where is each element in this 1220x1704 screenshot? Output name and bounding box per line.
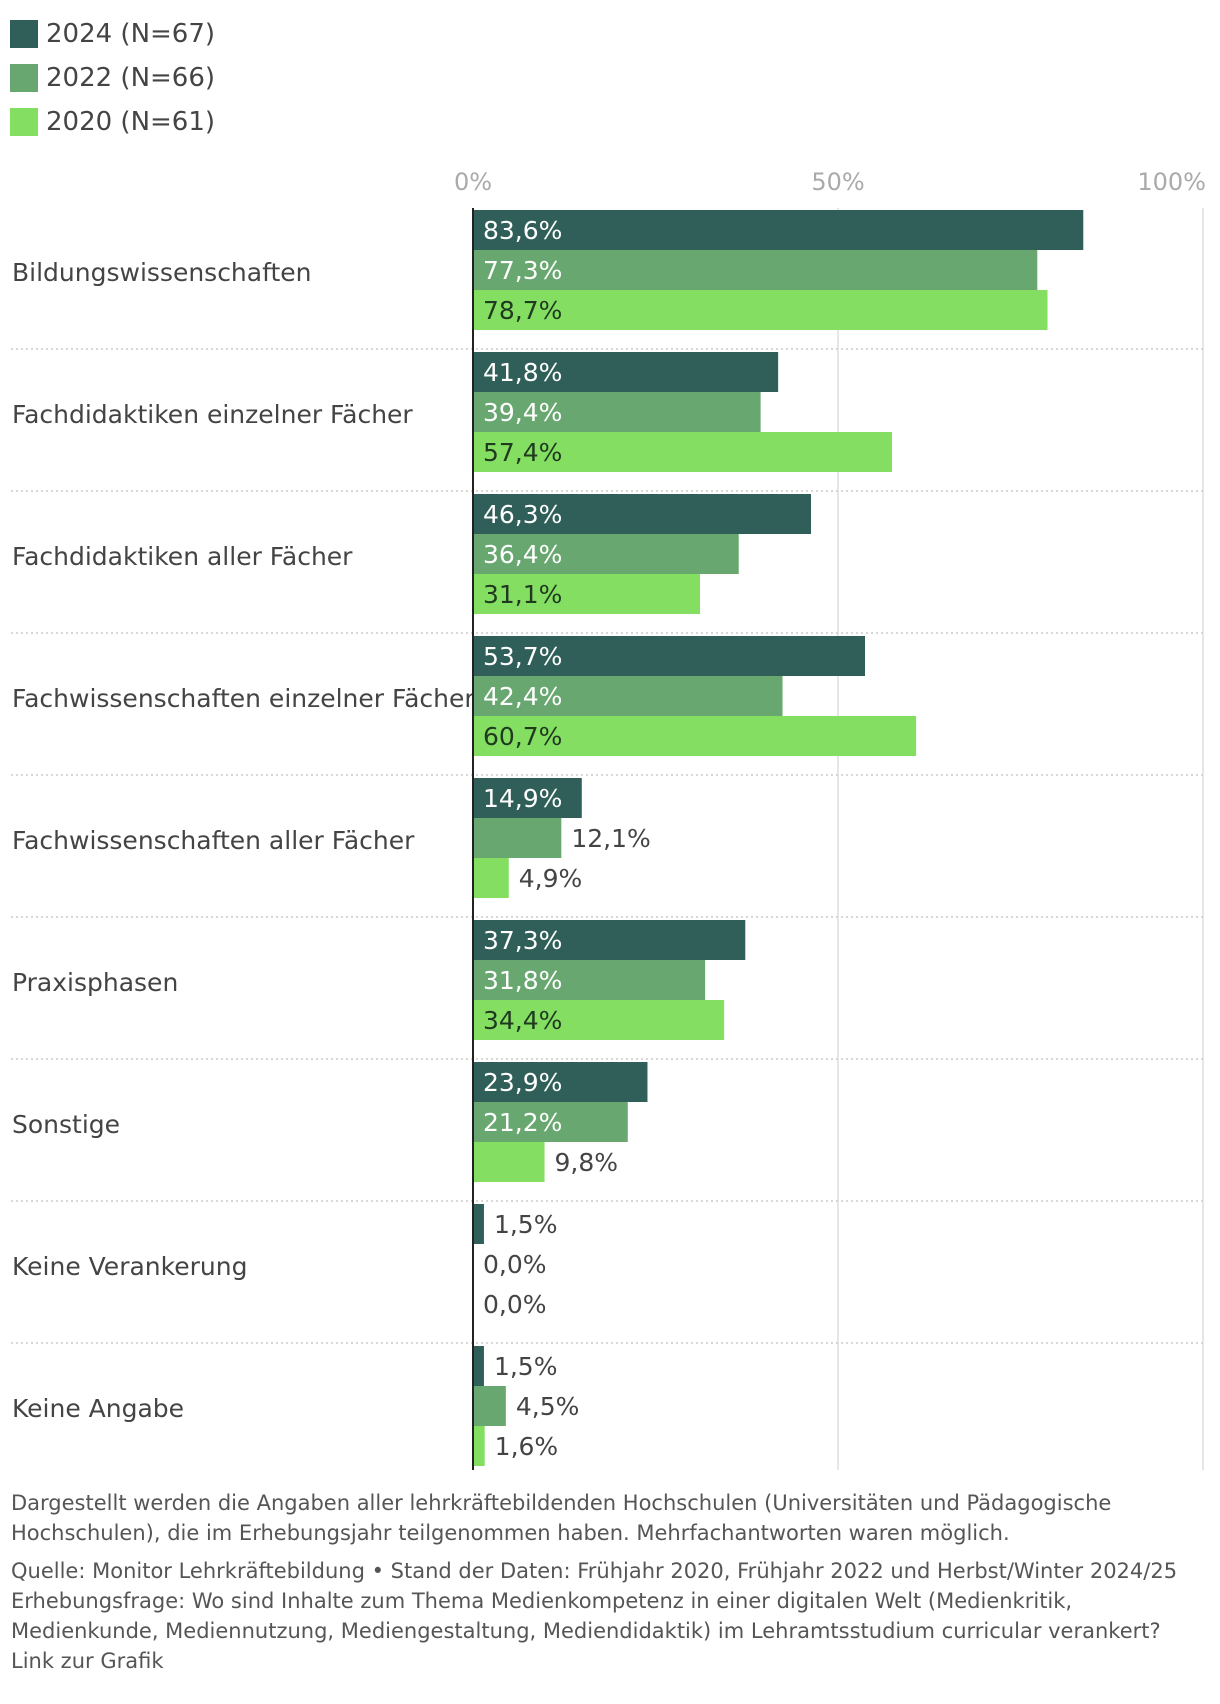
- data-label: 0,0%: [483, 1290, 547, 1319]
- bar-2020: [473, 290, 1048, 330]
- bar-2024: [473, 636, 866, 676]
- data-label: 83,6%: [483, 216, 562, 245]
- legend: 2024 (N=67) 2022 (N=66) 2020 (N=61): [10, 12, 215, 144]
- bar-2022: [473, 676, 783, 716]
- bar-2022: [473, 960, 706, 1000]
- category-label: Fachwissenschaften aller Fächer: [12, 826, 415, 855]
- data-label: 12,1%: [571, 824, 650, 853]
- data-label: 23,9%: [483, 1068, 562, 1097]
- bar-2024: [473, 210, 1084, 250]
- bar-chart: 0% 50% 100% Bildungswissenschaften 83,6% 77,3…: [11, 168, 1206, 1470]
- legend-item-2024[interactable]: 2024 (N=67): [10, 12, 215, 56]
- category-label: Keine Angabe: [12, 1394, 184, 1423]
- data-label: 46,3%: [483, 500, 562, 529]
- data-label: 42,4%: [483, 682, 562, 711]
- tick-label-50: 50%: [811, 168, 864, 196]
- category-label: Fachdidaktiken aller Fächer: [12, 542, 353, 571]
- chart-footer: Dargestellt werden die Angaben aller leh…: [11, 1488, 1211, 1676]
- category-label: Fachwissenschaften einzelner Fächer: [12, 684, 475, 713]
- bar-2020: [473, 1142, 545, 1182]
- data-label: 57,4%: [483, 438, 562, 467]
- bar-2022: [473, 1102, 628, 1142]
- bar-2020: [473, 1426, 485, 1466]
- footer-source: Quelle: Monitor Lehrkräftebildung • Stan…: [11, 1559, 1178, 1583]
- bar-2020: [473, 432, 893, 472]
- legend-swatch-2024: [10, 20, 38, 48]
- data-label: 4,5%: [516, 1392, 580, 1421]
- bar-2024: [473, 778, 582, 818]
- data-label: 9,8%: [555, 1148, 619, 1177]
- bar-2022: [473, 534, 739, 574]
- category-label: Keine Verankerung: [12, 1252, 247, 1281]
- data-label: 31,8%: [483, 966, 562, 995]
- bar-2022: [473, 250, 1038, 290]
- category-label: Fachdidaktiken einzelner Fächer: [12, 400, 413, 429]
- category-label: Sonstige: [12, 1110, 120, 1139]
- bar-2024: [473, 494, 811, 534]
- bar-2022: [473, 818, 562, 858]
- bar-2024: [473, 1346, 484, 1386]
- footer-link[interactable]: Link zur Grafik: [11, 1649, 164, 1673]
- footer-note: Dargestellt werden die Angaben aller leh…: [11, 1491, 1112, 1545]
- data-label: 34,4%: [483, 1006, 562, 1035]
- legend-swatch-2022: [10, 64, 38, 92]
- data-label: 39,4%: [483, 398, 562, 427]
- bar-2022: [473, 1386, 506, 1426]
- data-label: 14,9%: [483, 784, 562, 813]
- bar-2022: [473, 392, 761, 432]
- legend-item-2020[interactable]: 2020 (N=61): [10, 100, 215, 144]
- legend-label-2020: 2020 (N=61): [46, 107, 216, 137]
- data-label: 37,3%: [483, 926, 562, 955]
- legend-label-2024: 2024 (N=67): [46, 19, 216, 49]
- data-label: 60,7%: [483, 722, 562, 751]
- bar-2020: [473, 858, 509, 898]
- bar-2024: [473, 1204, 484, 1244]
- legend-swatch-2020: [10, 108, 38, 136]
- tick-label-100: 100%: [1137, 168, 1206, 196]
- tick-label-0: 0%: [454, 168, 492, 196]
- data-label: 0,0%: [483, 1250, 547, 1279]
- category-label: Praxisphasen: [12, 968, 178, 997]
- bar-2024: [473, 920, 746, 960]
- legend-item-2022[interactable]: 2022 (N=66): [10, 56, 215, 100]
- bar-2020: [473, 716, 917, 756]
- data-label: 21,2%: [483, 1108, 562, 1137]
- bar-2020: [473, 574, 701, 614]
- data-label: 77,3%: [483, 256, 562, 285]
- bar-2020: [473, 1000, 725, 1040]
- legend-label-2022: 2022 (N=66): [46, 63, 216, 93]
- data-label: 53,7%: [483, 642, 562, 671]
- category-label: Bildungswissenschaften: [12, 258, 312, 287]
- data-label: 31,1%: [483, 580, 562, 609]
- data-label: 36,4%: [483, 540, 562, 569]
- data-label: 1,6%: [495, 1432, 559, 1461]
- data-label: 78,7%: [483, 296, 562, 325]
- bar-2024: [473, 1062, 648, 1102]
- data-label: 1,5%: [494, 1352, 558, 1381]
- data-label: 41,8%: [483, 358, 562, 387]
- footer-question: Erhebungsfrage: Wo sind Inhalte zum Them…: [11, 1589, 1161, 1643]
- data-label: 4,9%: [519, 864, 583, 893]
- data-label: 1,5%: [494, 1210, 558, 1239]
- bar-2024: [473, 352, 779, 392]
